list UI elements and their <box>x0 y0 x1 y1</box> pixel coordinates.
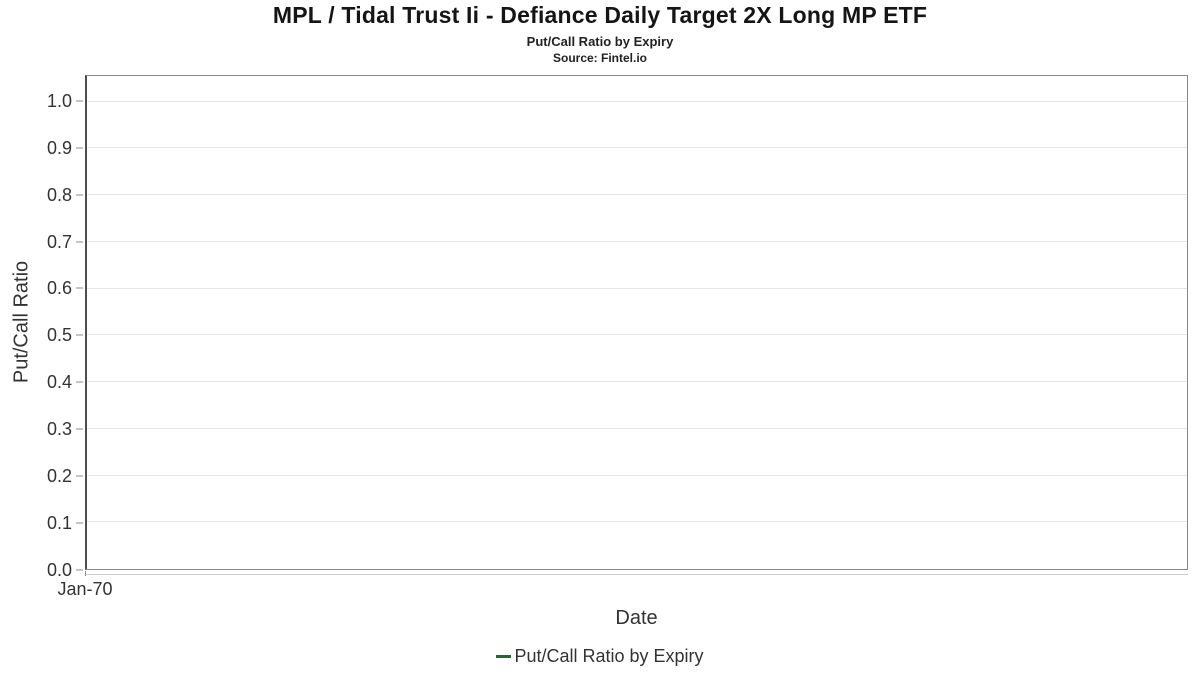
gridline <box>87 334 1187 336</box>
x-tick-label: Jan-70 <box>57 579 113 599</box>
y-tick-label: 0.8 <box>46 184 72 205</box>
legend-item[interactable]: Put/Call Ratio by Expiry <box>496 646 704 667</box>
chart-source: Source: Fintel.io <box>552 51 647 65</box>
gridline <box>87 521 1187 523</box>
chart-subtitle: Put/Call Ratio by Expiry <box>526 34 674 49</box>
gridline <box>87 381 1187 383</box>
plot-area <box>85 75 1188 570</box>
y-tick-label: 0.2 <box>46 466 72 487</box>
gridline <box>87 427 1187 429</box>
legend-line-swatch-icon <box>496 655 512 658</box>
x-axis: Jan-70 <box>57 570 1188 602</box>
y-tick-label: 0.5 <box>46 325 72 346</box>
gridline <box>87 194 1187 196</box>
y-tick-label: 0.3 <box>46 419 72 440</box>
chart-title: MPL / Tidal Trust Ii - Defiance Daily Ta… <box>272 2 928 28</box>
gridline <box>87 474 1187 476</box>
y-tick-mark <box>76 194 83 196</box>
x-tick-mark <box>85 571 86 576</box>
y-tick-label: 0.7 <box>46 231 72 252</box>
y-tick-label: 0.6 <box>46 278 72 299</box>
gridline <box>87 240 1187 242</box>
y-tick-mark <box>76 147 83 149</box>
x-axis-title: Date <box>615 607 658 629</box>
gridline <box>87 287 1187 289</box>
y-tick-label: 0.1 <box>46 513 72 534</box>
y-tick-mark <box>76 428 83 430</box>
y-tick-mark <box>76 475 83 477</box>
legend: Put/Call Ratio by Expiry <box>0 646 1200 667</box>
y-axis: 0.0 0.1 0.2 0.3 0.4 0.5 0.6 0.7 0.8 0.9 1.0 <box>0 75 85 579</box>
x-axis-line <box>85 574 1188 575</box>
y-tick-mark <box>76 381 83 383</box>
legend-item-label: Put/Call Ratio by Expiry <box>514 646 704 666</box>
y-tick-mark <box>76 334 83 336</box>
y-tick-mark <box>76 241 83 243</box>
y-tick-label: 1.0 <box>46 90 72 111</box>
y-tick-mark <box>76 522 83 524</box>
y-tick-label: 0.0 <box>46 560 72 580</box>
gridline <box>87 147 1187 149</box>
y-tick-mark <box>76 100 83 102</box>
gridline <box>87 100 1187 102</box>
y-tick-mark <box>76 569 83 571</box>
y-tick-label: 0.4 <box>46 372 72 393</box>
y-tick-label: 0.9 <box>46 137 72 158</box>
y-tick-mark <box>76 287 83 289</box>
